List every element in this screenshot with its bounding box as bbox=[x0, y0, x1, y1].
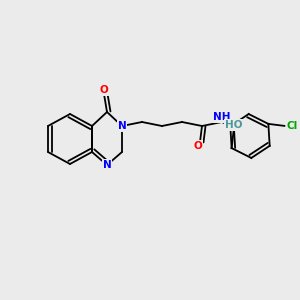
Text: HO: HO bbox=[225, 120, 242, 130]
Text: Cl: Cl bbox=[287, 121, 298, 131]
Text: N: N bbox=[103, 160, 111, 170]
Text: N: N bbox=[118, 121, 126, 131]
Text: NH: NH bbox=[213, 112, 231, 122]
Text: O: O bbox=[100, 85, 108, 95]
Text: O: O bbox=[194, 141, 202, 151]
